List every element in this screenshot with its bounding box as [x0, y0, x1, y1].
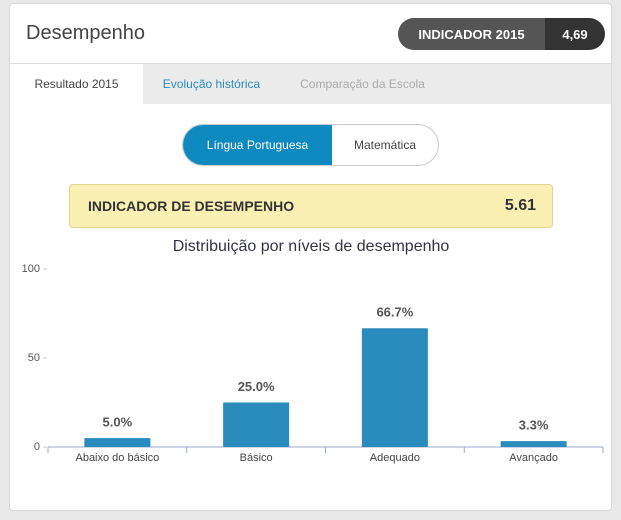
- indicator-box: INDICADOR DE DESEMPENHO 5.61: [69, 184, 553, 228]
- bar: [500, 441, 567, 447]
- badge-label: INDICADOR 2015: [398, 18, 545, 50]
- x-tick-label: Adequado: [370, 452, 420, 464]
- subject-toggle: Língua Portuguesa Matemática: [182, 124, 439, 166]
- badge: INDICADOR 2015 4,69: [398, 18, 605, 50]
- y-tick-label: 100: [22, 263, 40, 275]
- tab[interactable]: Comparação da Escola: [300, 77, 425, 91]
- y-tick-label: 0: [34, 441, 40, 453]
- bar: [361, 328, 428, 447]
- value-label: 5.0%: [103, 415, 133, 430]
- x-tick-label: Avançado: [509, 452, 558, 464]
- toggle-option[interactable]: Matemática: [353, 138, 417, 152]
- bar: [223, 402, 290, 447]
- x-tick-label: Básico: [240, 452, 273, 464]
- indicator-value: 5.61: [504, 197, 536, 214]
- value-label: 25.0%: [238, 379, 275, 394]
- tab[interactable]: Resultado 2015: [10, 64, 143, 104]
- value-label: 3.3%: [519, 418, 549, 433]
- badge-value: 4,69: [545, 18, 605, 50]
- panel-title: Desempenho: [26, 22, 145, 44]
- tab-bar: Resultado 2015 Evolução histórica Compar…: [10, 63, 611, 104]
- value-label: 66.7%: [376, 305, 413, 320]
- panel: Desempenho INDICADOR 2015 4,69 Resultado…: [9, 3, 612, 511]
- y-tick-label: 50: [28, 352, 40, 364]
- indicator-label: INDICADOR DE DESEMPENHO: [88, 198, 295, 214]
- tab[interactable]: Evolução histórica: [162, 77, 261, 91]
- x-tick-label: Abaixo do básico: [75, 452, 159, 464]
- toggle-option[interactable]: Língua Portuguesa: [183, 125, 332, 165]
- chart-title: Distribuição por níveis de desempenho: [173, 238, 450, 255]
- bar: [84, 438, 151, 447]
